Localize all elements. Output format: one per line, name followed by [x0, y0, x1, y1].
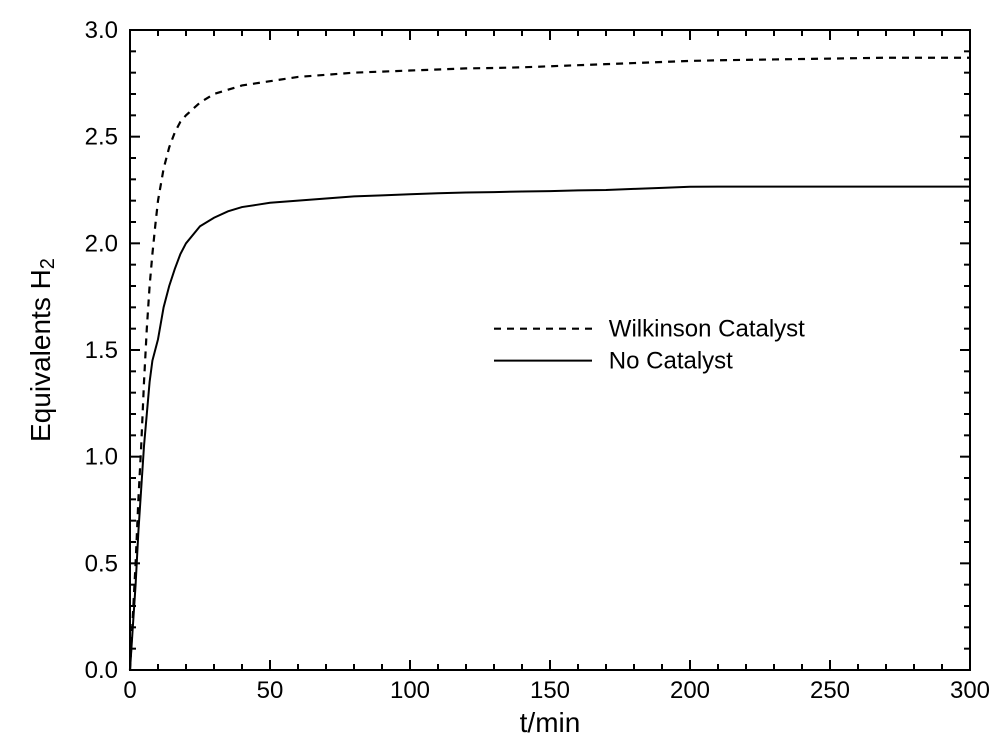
- legend-label-0: Wilkinson Catalyst: [609, 316, 805, 343]
- x-tick-label: 250: [810, 677, 850, 704]
- y-axis-label: Equivalents H2: [25, 258, 59, 442]
- x-tick-label: 150: [530, 677, 570, 704]
- x-axis-label: t/min: [520, 707, 581, 738]
- legend-label-1: No Catalyst: [609, 348, 733, 375]
- x-ticks: [130, 30, 970, 670]
- y-tick-label: 0.0: [85, 657, 118, 684]
- y-tick-labels: 0.0 0.5 1.0 1.5 2.0 2.5 3.0: [85, 17, 118, 684]
- chart-container: 0 50 100 150 200 250 300 0.0 0.5 1.0 1.5 2.0 2.5 3.0…: [0, 0, 1000, 748]
- x-tick-label: 300: [950, 677, 990, 704]
- line-chart: 0 50 100 150 200 250 300 0.0 0.5 1.0 1.5 2.0 2.5 3.0…: [0, 0, 1000, 748]
- x-tick-label: 200: [670, 677, 710, 704]
- x-tick-labels: 0 50 100 150 200 250 300: [123, 677, 990, 704]
- y-tick-label: 2.5: [85, 124, 118, 151]
- y-tick-label: 3.0: [85, 17, 118, 44]
- legend: Wilkinson Catalyst No Catalyst: [494, 316, 805, 375]
- x-tick-label: 100: [390, 677, 430, 704]
- y-tick-label: 2.0: [85, 230, 118, 257]
- plot-frame: [130, 30, 970, 670]
- y-tick-label: 0.5: [85, 550, 118, 577]
- series-1: [130, 187, 970, 670]
- series-group: [130, 58, 970, 670]
- y-ticks: [130, 30, 970, 670]
- series-0: [130, 58, 970, 670]
- y-tick-label: 1.5: [85, 337, 118, 364]
- x-tick-label: 0: [123, 677, 136, 704]
- y-tick-label: 1.0: [85, 444, 118, 471]
- x-tick-label: 50: [257, 677, 284, 704]
